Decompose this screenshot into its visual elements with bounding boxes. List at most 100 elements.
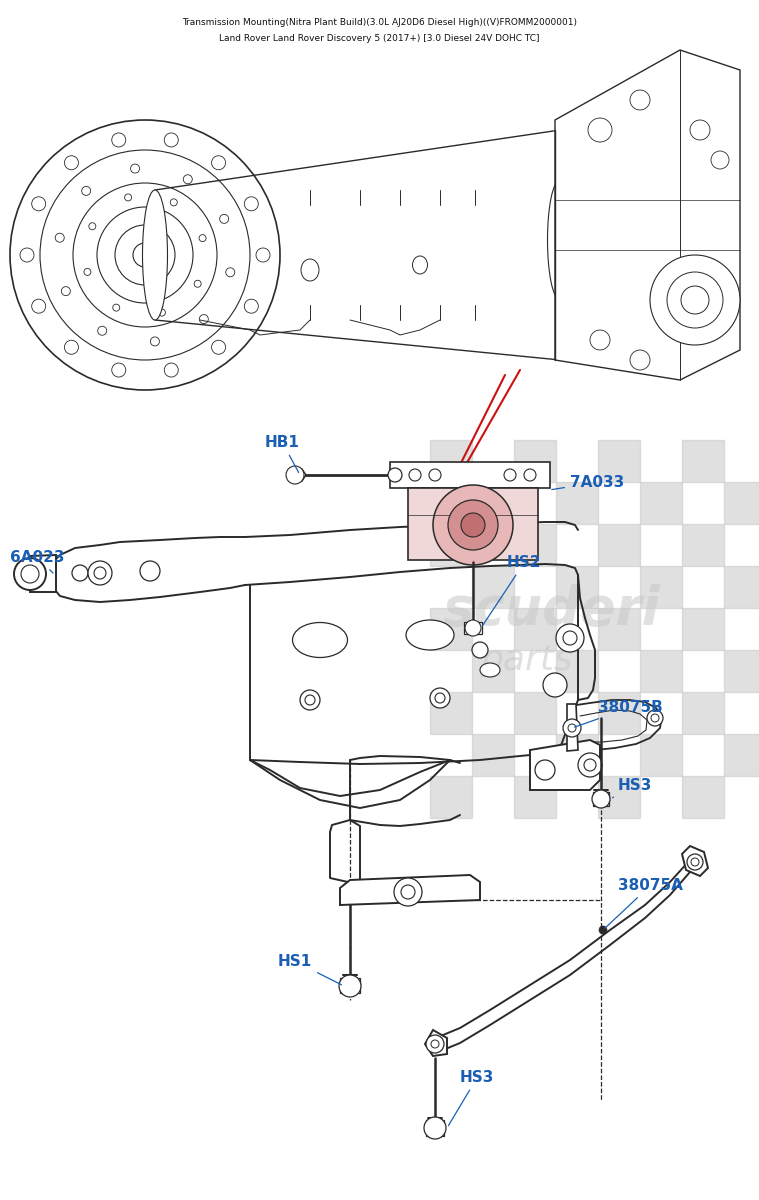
Bar xyxy=(472,482,514,524)
Bar xyxy=(724,482,759,524)
Circle shape xyxy=(691,858,699,866)
Circle shape xyxy=(112,364,126,377)
Circle shape xyxy=(651,714,659,722)
Bar xyxy=(430,524,472,566)
Circle shape xyxy=(124,194,131,200)
Circle shape xyxy=(394,878,422,906)
Bar xyxy=(556,482,598,524)
Polygon shape xyxy=(682,846,708,876)
Ellipse shape xyxy=(143,190,168,320)
Circle shape xyxy=(199,235,206,241)
Circle shape xyxy=(212,341,225,354)
Circle shape xyxy=(409,469,421,481)
Circle shape xyxy=(200,314,208,324)
Circle shape xyxy=(164,133,178,146)
Circle shape xyxy=(115,226,175,284)
Text: 6A023: 6A023 xyxy=(10,550,65,574)
Bar xyxy=(430,776,472,818)
Bar xyxy=(514,776,556,818)
Bar xyxy=(430,608,472,650)
Circle shape xyxy=(305,695,315,704)
Circle shape xyxy=(183,175,192,184)
Text: Transmission Mounting(Nitra Plant Build)(3.0L AJ20D6 Diesel High)((V)FROMM200000: Transmission Mounting(Nitra Plant Build)… xyxy=(182,18,577,26)
Circle shape xyxy=(94,566,106,578)
Circle shape xyxy=(711,151,729,169)
Circle shape xyxy=(647,710,663,726)
Circle shape xyxy=(461,514,485,538)
Text: HS1: HS1 xyxy=(278,954,342,985)
Text: 7A033: 7A033 xyxy=(552,475,624,490)
Circle shape xyxy=(590,330,610,350)
Circle shape xyxy=(430,688,450,708)
Bar xyxy=(640,482,682,524)
Text: 38075A: 38075A xyxy=(605,878,683,928)
Circle shape xyxy=(286,466,304,484)
Circle shape xyxy=(472,642,488,658)
Bar xyxy=(472,566,514,608)
Circle shape xyxy=(84,269,91,275)
Polygon shape xyxy=(555,50,740,380)
Polygon shape xyxy=(567,704,578,751)
Text: parts: parts xyxy=(480,643,573,677)
Ellipse shape xyxy=(547,180,572,300)
Polygon shape xyxy=(30,554,56,592)
Ellipse shape xyxy=(480,662,500,677)
Circle shape xyxy=(667,272,723,328)
Circle shape xyxy=(40,150,250,360)
Circle shape xyxy=(588,118,612,142)
Circle shape xyxy=(504,469,516,481)
Bar xyxy=(514,608,556,650)
Bar xyxy=(640,734,682,776)
Circle shape xyxy=(65,156,78,169)
Circle shape xyxy=(424,1117,446,1139)
Circle shape xyxy=(630,90,650,110)
Circle shape xyxy=(150,337,159,346)
Bar xyxy=(514,524,556,566)
Circle shape xyxy=(133,242,157,266)
Bar xyxy=(598,776,640,818)
Circle shape xyxy=(212,156,225,169)
Circle shape xyxy=(339,974,361,997)
Ellipse shape xyxy=(406,620,454,650)
Text: Land Rover Land Rover Discovery 5 (2017+) [3.0 Diesel 24V DOHC TC]: Land Rover Land Rover Discovery 5 (2017+… xyxy=(219,34,540,43)
Bar xyxy=(598,608,640,650)
Circle shape xyxy=(563,719,581,737)
Circle shape xyxy=(140,560,160,581)
Circle shape xyxy=(113,304,120,311)
Circle shape xyxy=(88,560,112,584)
Circle shape xyxy=(32,197,46,211)
Circle shape xyxy=(681,286,709,314)
Circle shape xyxy=(32,299,46,313)
Circle shape xyxy=(65,341,78,354)
Circle shape xyxy=(433,485,513,565)
Bar xyxy=(598,524,640,566)
Polygon shape xyxy=(340,875,480,905)
Circle shape xyxy=(535,760,555,780)
Text: HS2: HS2 xyxy=(483,554,541,625)
Text: 38075B: 38075B xyxy=(575,700,663,727)
Text: HB1: HB1 xyxy=(265,434,300,473)
Circle shape xyxy=(401,886,415,899)
Bar xyxy=(514,440,556,482)
Circle shape xyxy=(650,254,740,346)
Bar xyxy=(682,608,724,650)
Circle shape xyxy=(225,268,235,277)
Bar xyxy=(682,692,724,734)
Circle shape xyxy=(431,1040,439,1048)
Polygon shape xyxy=(464,622,482,634)
Circle shape xyxy=(465,620,481,636)
Circle shape xyxy=(159,310,165,316)
Circle shape xyxy=(219,215,228,223)
Polygon shape xyxy=(426,1120,444,1136)
Polygon shape xyxy=(390,462,550,488)
Circle shape xyxy=(20,248,34,262)
Ellipse shape xyxy=(301,259,319,281)
Circle shape xyxy=(14,558,46,590)
Ellipse shape xyxy=(292,623,348,658)
Circle shape xyxy=(426,1034,444,1054)
Bar xyxy=(640,650,682,692)
Bar xyxy=(514,692,556,734)
Circle shape xyxy=(543,673,567,697)
Circle shape xyxy=(687,854,703,870)
Circle shape xyxy=(55,233,65,242)
